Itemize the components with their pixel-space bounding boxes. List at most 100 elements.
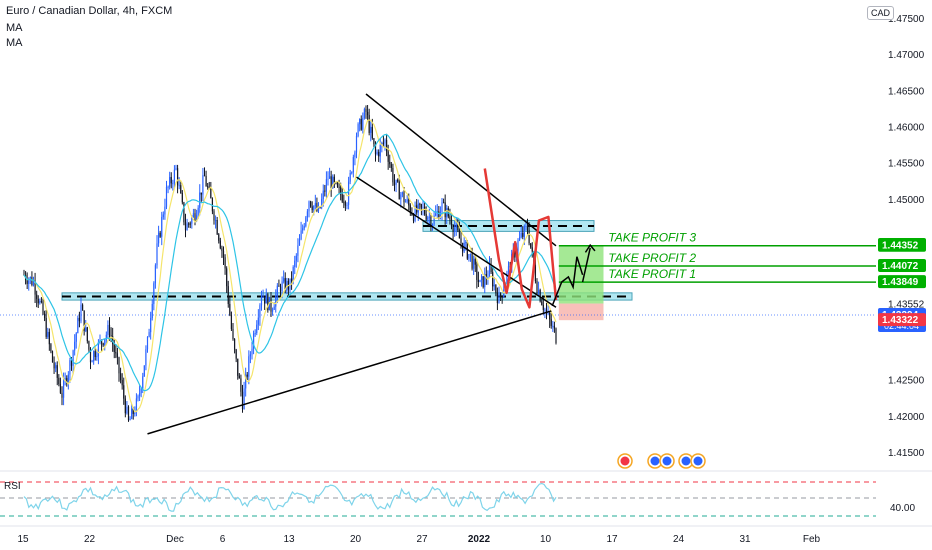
candle-body xyxy=(468,254,470,259)
candle-body xyxy=(161,216,163,237)
time-axis-label: 24 xyxy=(673,534,685,545)
candle-body xyxy=(107,324,109,335)
upper-channel-line[interactable] xyxy=(365,93,557,247)
candle-body xyxy=(224,257,226,269)
candle-body xyxy=(382,142,385,144)
candle-body xyxy=(420,204,423,208)
candle-body xyxy=(153,283,155,304)
candle-body xyxy=(507,266,510,274)
candle-body xyxy=(523,226,525,237)
candle-body xyxy=(362,118,364,130)
candle-body xyxy=(425,213,427,220)
event-flag-icon xyxy=(662,456,672,466)
candle-body xyxy=(550,319,552,326)
candle-body xyxy=(325,179,328,192)
candle-body xyxy=(316,203,318,211)
candle-body xyxy=(412,214,415,221)
resistance-zone[interactable] xyxy=(422,220,595,232)
candle-body xyxy=(180,185,182,194)
candle-body xyxy=(298,239,301,246)
candle-body xyxy=(59,384,62,393)
candle-body xyxy=(165,186,168,207)
lower-channel-line[interactable] xyxy=(356,176,557,308)
candle-body xyxy=(351,172,353,174)
candle-body xyxy=(203,175,206,177)
candle-body xyxy=(146,337,149,350)
candle-body xyxy=(311,206,313,211)
take-profit-label-1: TAKE PROFIT 1 xyxy=(608,267,696,281)
red-pattern-path[interactable] xyxy=(483,168,558,309)
ma-indicator-label-1[interactable]: MA xyxy=(6,22,23,34)
price-badge-label: 1.44352 xyxy=(882,241,919,252)
candle-body xyxy=(378,151,380,157)
candle-body xyxy=(256,324,258,334)
take-profit-box[interactable] xyxy=(558,245,604,304)
candle-body xyxy=(218,234,220,241)
lower-trendline[interactable] xyxy=(147,310,552,435)
price-badge[interactable] xyxy=(878,313,926,327)
currency-badge[interactable]: CAD xyxy=(866,6,894,20)
candle-body xyxy=(210,188,212,199)
candle-body xyxy=(534,264,537,282)
candle-body xyxy=(183,202,185,223)
candle-body xyxy=(340,187,342,195)
candle-body xyxy=(213,211,215,221)
candle-body xyxy=(482,276,484,288)
candle-body xyxy=(403,192,405,203)
price-axis-label: 1.46000 xyxy=(888,123,925,134)
projection-arrow[interactable] xyxy=(581,247,591,283)
candle-body xyxy=(55,365,57,369)
candle-body xyxy=(455,224,457,229)
candle-body xyxy=(490,264,492,273)
candle-body xyxy=(317,206,320,211)
projection-arrowhead xyxy=(584,243,596,253)
candle-body xyxy=(496,292,499,304)
candle-body xyxy=(514,251,516,258)
candle-body xyxy=(381,142,383,145)
stop-loss-box[interactable] xyxy=(558,303,604,321)
candle-body xyxy=(553,325,556,329)
ma-fast-line[interactable] xyxy=(23,119,557,413)
candle-body xyxy=(260,296,263,306)
time-axis-label: 17 xyxy=(606,534,618,545)
candle-body xyxy=(306,211,309,218)
candle-body xyxy=(408,199,410,206)
symbol-title: Euro / Canadian Dollar, 4h, FXCM xyxy=(6,5,173,17)
candle-body xyxy=(37,298,39,304)
candle-body xyxy=(384,139,386,144)
price-axis-label: 1.41500 xyxy=(888,448,925,459)
ma-slow-line[interactable] xyxy=(23,133,557,392)
candle-body xyxy=(427,217,429,220)
candle-body xyxy=(83,310,85,331)
candle-body xyxy=(188,223,190,225)
candle-body xyxy=(499,293,502,296)
candle-body xyxy=(289,278,291,290)
candle-body xyxy=(43,313,46,319)
candle-body xyxy=(214,220,217,222)
candle-body xyxy=(457,224,459,231)
rsi-line[interactable] xyxy=(23,482,557,512)
candle-body xyxy=(134,412,136,414)
projection-path[interactable] xyxy=(551,256,584,307)
candle-body xyxy=(64,378,66,381)
candle-body xyxy=(344,202,347,206)
candle-body xyxy=(159,232,161,237)
ma-indicator-label-2[interactable]: MA xyxy=(6,37,23,49)
price-badge-label: 1.43322 xyxy=(882,315,919,326)
event-flag-icon xyxy=(620,456,630,466)
candle-body xyxy=(170,177,172,184)
candle-body xyxy=(404,201,407,203)
candle-body xyxy=(450,219,453,227)
price-badge[interactable] xyxy=(878,238,926,252)
candle-body xyxy=(178,185,180,187)
event-flag-icon xyxy=(681,456,691,466)
candle-body xyxy=(531,247,533,252)
candle-body xyxy=(138,392,141,397)
candle-body xyxy=(34,281,36,295)
price-badge[interactable] xyxy=(878,258,926,272)
price-badge[interactable] xyxy=(878,275,926,289)
candle-body xyxy=(143,365,145,377)
candle-body xyxy=(127,406,130,421)
candle-body xyxy=(97,342,100,357)
